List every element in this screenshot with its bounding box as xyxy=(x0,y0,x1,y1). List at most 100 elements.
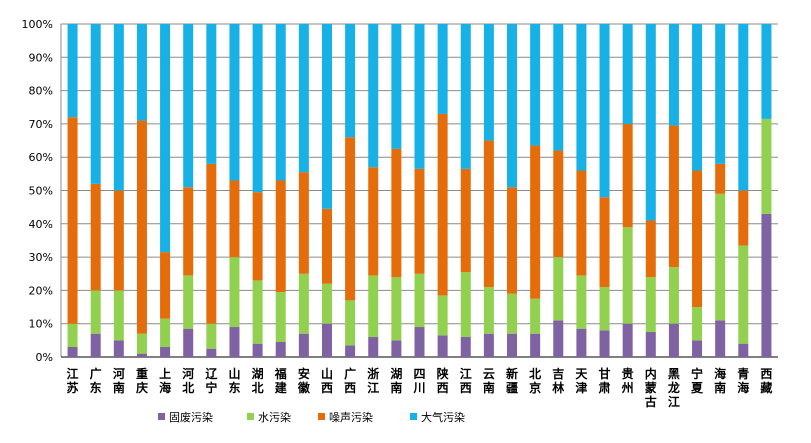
y-tick-label: 20% xyxy=(29,284,53,297)
bar-segment-1 xyxy=(507,333,518,357)
x-tick-label: 重庆 xyxy=(135,366,148,395)
y-tick-label: 60% xyxy=(29,151,53,164)
bar-segment-4 xyxy=(715,24,726,164)
y-tick-label: 40% xyxy=(29,218,53,231)
x-tick-label: 天津 xyxy=(575,367,588,395)
bar-segment-3 xyxy=(298,172,309,274)
bar-segment-4 xyxy=(229,24,240,181)
bar-segment-3 xyxy=(414,168,425,274)
bar-segment-3 xyxy=(483,140,494,288)
bar-segment-2 xyxy=(183,275,194,329)
legend-swatch xyxy=(247,413,254,420)
bar-segment-1 xyxy=(183,328,194,357)
y-tick-label: 0% xyxy=(36,351,53,364)
bar-segment-2 xyxy=(645,277,656,333)
bar-segment-4 xyxy=(252,24,263,193)
x-tick-label: 内蒙古 xyxy=(645,366,657,409)
bar-segment-3 xyxy=(460,168,471,273)
bar-segment-4 xyxy=(90,24,101,184)
bar-segment-1 xyxy=(321,323,332,357)
bar-segment-3 xyxy=(90,183,101,291)
bar-segment-4 xyxy=(368,24,379,168)
x-tick-label: 河南 xyxy=(112,366,125,395)
bar-segment-1 xyxy=(576,328,587,357)
bar-segment-3 xyxy=(715,163,726,194)
y-tick-label: 80% xyxy=(29,85,53,98)
bar-segment-2 xyxy=(437,295,448,336)
bar-segment-2 xyxy=(298,273,309,334)
y-tick-label: 10% xyxy=(29,318,53,331)
bar-segment-4 xyxy=(160,24,171,253)
bar-segment-3 xyxy=(738,190,749,246)
bar-segment-1 xyxy=(67,347,78,357)
bar-segment-2 xyxy=(622,227,633,324)
bar-segment-1 xyxy=(160,347,171,357)
bar-segment-2 xyxy=(368,275,379,338)
bar-segment-3 xyxy=(206,163,217,324)
bar-segment-2 xyxy=(738,245,749,344)
bar-segment-2 xyxy=(345,300,356,346)
y-tick-label: 50% xyxy=(29,185,53,198)
x-tick-label: 西藏 xyxy=(760,367,772,395)
bar-segment-4 xyxy=(298,24,309,173)
bar-segment-1 xyxy=(738,343,749,357)
legend-label: 大气污染 xyxy=(421,410,465,424)
bar-segment-1 xyxy=(483,333,494,357)
bar-segment-2 xyxy=(113,290,124,341)
bar-segment-3 xyxy=(67,117,78,324)
x-tick-label: 云南 xyxy=(483,367,495,395)
y-tick-label: 30% xyxy=(29,251,53,264)
bar-segment-4 xyxy=(668,24,679,126)
bar-segment-2 xyxy=(460,272,471,338)
bar-segment-2 xyxy=(483,287,494,334)
bar-segment-1 xyxy=(761,213,772,357)
bar-segment-2 xyxy=(530,298,541,334)
bar-segment-3 xyxy=(183,187,194,276)
bar-segment-4 xyxy=(345,24,356,138)
x-tick-label: 浙江 xyxy=(367,366,379,395)
legend-swatch xyxy=(318,413,325,420)
bar-segment-3 xyxy=(160,252,171,319)
bar-segment-4 xyxy=(761,24,772,119)
bar-segment-4 xyxy=(530,24,541,146)
x-tick-label: 福建 xyxy=(274,366,288,395)
bar-segment-2 xyxy=(414,273,425,328)
bar-segment-4 xyxy=(738,24,749,191)
bar-segment-4 xyxy=(136,24,147,121)
x-tick-label: 广西 xyxy=(344,366,356,395)
bar-segment-2 xyxy=(576,275,587,329)
bar-segment-2 xyxy=(391,277,402,341)
x-tick-label: 新疆 xyxy=(506,366,518,395)
bar-segment-4 xyxy=(483,24,494,141)
bar-segment-1 xyxy=(645,332,656,357)
bar-segment-1 xyxy=(136,353,147,357)
bar-segment-1 xyxy=(275,342,286,357)
bar-segment-1 xyxy=(692,340,703,357)
bar-segment-2 xyxy=(229,257,240,328)
bar-segment-3 xyxy=(113,190,124,291)
bar-segment-2 xyxy=(321,283,332,324)
bar-segment-2 xyxy=(761,118,772,214)
bar-segment-1 xyxy=(252,343,263,357)
bar-segment-3 xyxy=(321,208,332,284)
bar-segment-1 xyxy=(622,323,633,357)
bar-segment-3 xyxy=(645,220,656,278)
bar-segment-2 xyxy=(90,290,101,334)
bar-segment-4 xyxy=(692,24,703,171)
bar-segment-4 xyxy=(507,24,518,188)
bar-segment-4 xyxy=(460,24,471,169)
bar-segment-3 xyxy=(345,137,356,301)
bar-segment-4 xyxy=(321,24,332,209)
bar-segment-4 xyxy=(414,24,425,169)
x-tick-label: 辽宁 xyxy=(205,367,218,395)
x-tick-label: 上海 xyxy=(159,366,171,395)
x-tick-label: 陕西 xyxy=(437,366,449,395)
x-tick-label: 吉林 xyxy=(552,366,564,395)
bar-segment-3 xyxy=(622,123,633,228)
bar-segment-1 xyxy=(437,335,448,357)
x-tick-label: 江苏 xyxy=(67,366,79,395)
x-tick-label: 安徽 xyxy=(297,366,311,395)
bar-segment-4 xyxy=(576,24,587,171)
